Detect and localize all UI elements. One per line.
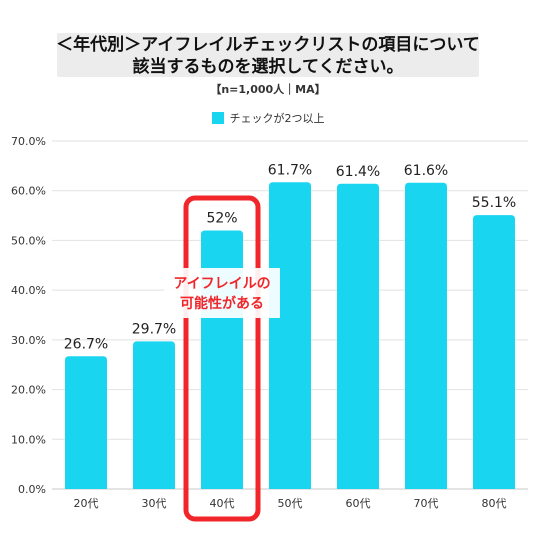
data-label: 52% [206,210,237,226]
x-tick-label: 80代 [482,497,507,510]
chart-subtitle: 【n=1,000人｜MA】 [210,83,326,96]
annotation-panel [164,268,280,318]
x-tick-label: 20代 [74,497,99,510]
y-tick-label: 50.0% [11,234,46,247]
annotation-text: 可能性がある [180,295,264,312]
legend: チェックが2つ以上 [0,110,536,126]
y-tick-label: 70.0% [11,135,46,148]
x-tick-label: 60代 [346,497,371,510]
data-label: 26.7% [64,336,108,352]
x-tick-label: 40代 [210,497,235,510]
bar [473,215,515,489]
data-label: 29.7% [132,321,176,337]
highlight-box [183,195,261,522]
y-tick-label: 0.0% [18,483,46,496]
bar [269,182,311,489]
y-tick-label: 30.0% [11,334,46,347]
data-label: 61.7% [268,162,312,178]
x-tick-label: 30代 [142,497,167,510]
legend-swatch [211,112,224,124]
chart-title-line-1: ＜年代別＞アイフレイルチェックリストの項目について [56,35,480,55]
bar [405,182,447,489]
legend-label: チェックが2つ以上 [229,112,325,125]
title-background [57,33,479,77]
data-label: 61.4% [336,164,380,180]
chart-title-line-2: 該当するものを選択してください。 [132,57,404,77]
bar [65,356,107,489]
data-label: 61.6% [404,163,448,179]
data-label: 55.1% [472,195,516,211]
bar [133,341,175,489]
x-tick-label: 70代 [414,497,439,510]
annotation-text: アイフレイルの [173,276,270,292]
bar [337,183,379,490]
x-tick-label: 50代 [278,497,303,510]
y-tick-label: 60.0% [11,185,46,198]
y-tick-label: 20.0% [11,384,46,397]
y-tick-label: 40.0% [11,284,46,297]
y-tick-label: 10.0% [11,433,46,446]
